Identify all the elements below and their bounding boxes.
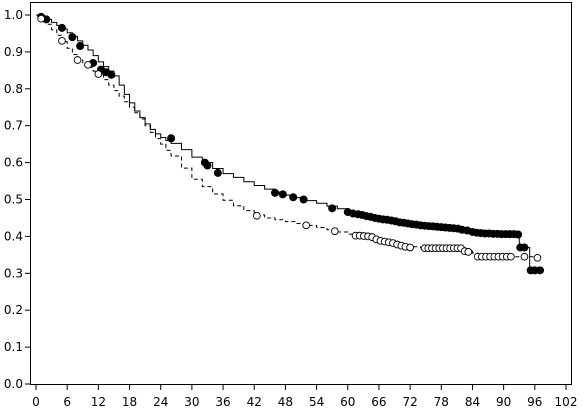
series-2-censor-point [330, 227, 339, 236]
y-tick-label: 0.4 [4, 229, 23, 243]
series-1-censor-point [299, 195, 308, 204]
series-2-censor-point [252, 211, 261, 220]
series-1-censor-point [289, 193, 298, 202]
x-tick-label: 90 [496, 395, 511, 409]
y-tick-label: 0.1 [4, 340, 23, 354]
y-tick-label: 0.6 [4, 156, 23, 170]
x-tick-label: 84 [465, 395, 480, 409]
series-1-censor-point [213, 168, 222, 177]
series-2-line [36, 14, 541, 258]
y-tick-label: 0.2 [4, 303, 23, 317]
series-1-censor-point [271, 188, 280, 197]
series-1-censor-point [278, 190, 287, 199]
series-1-censor-point [76, 41, 85, 50]
x-tick-label: 72 [402, 395, 417, 409]
x-tick-label: 42 [247, 395, 262, 409]
y-axis: 0.0 0.1 0.2 0.3 0.4 0.5 0.6 0.7 0.8 0.9 1.0 [4, 8, 31, 391]
series-2-censor-point [73, 56, 82, 64]
x-tick-label: 96 [527, 395, 542, 409]
series-2-censor-point [406, 243, 414, 252]
x-tick-label: 48 [278, 395, 293, 409]
x-tick-label: 36 [215, 395, 230, 409]
y-tick-label: 0.8 [4, 82, 23, 96]
y-tick-label: 0.9 [4, 45, 23, 59]
x-tick-label: 0 [32, 395, 40, 409]
x-tick-label: 54 [309, 395, 324, 409]
series-layer [36, 12, 545, 275]
x-tick-label: 102 [555, 395, 578, 409]
y-tick-label: 0.5 [4, 193, 23, 207]
y-tick-label: 0.7 [4, 119, 23, 133]
x-tick-label: 18 [122, 395, 137, 409]
series-1-censor-point [328, 204, 337, 213]
x-tick-label: 60 [340, 395, 355, 409]
series-1-censor-point [57, 23, 66, 32]
series-2-censor-point [507, 252, 515, 261]
x-tick-label: 6 [63, 395, 71, 409]
series-2-censor-point [84, 60, 92, 69]
series-2-censor-point [94, 70, 103, 78]
y-tick-label: 0.0 [4, 377, 23, 391]
x-tick-label: 66 [371, 395, 386, 409]
x-tick-label: 78 [434, 395, 449, 409]
x-axis: 0 6 12 18 24 30 36 42 48 54 60 66 72 78 84 90 96 102 [32, 384, 578, 409]
x-tick-label: 30 [184, 395, 199, 409]
series-1-censor-point [203, 161, 212, 170]
series-2-censor-point [520, 252, 529, 261]
y-tick-label: 1.0 [4, 8, 23, 22]
series-1-censor-point [520, 243, 529, 252]
series-1-censor-point [68, 33, 77, 42]
plot-frame [30, 2, 572, 385]
series-2-censor-point [533, 253, 542, 262]
series-1-censor-point [536, 266, 545, 275]
series-2-censor-point [37, 14, 46, 23]
x-tick-label: 24 [153, 395, 168, 409]
series-1-censor-point [167, 134, 176, 143]
series-2-censor-point [58, 36, 66, 45]
x-tick-label: 12 [91, 395, 106, 409]
series-2-censor-point [464, 248, 473, 256]
y-tick-label: 0.3 [4, 266, 23, 280]
series-1-censor-point [514, 230, 523, 239]
series-1-censor-point [107, 70, 116, 79]
series-2-censor-point [302, 221, 311, 230]
